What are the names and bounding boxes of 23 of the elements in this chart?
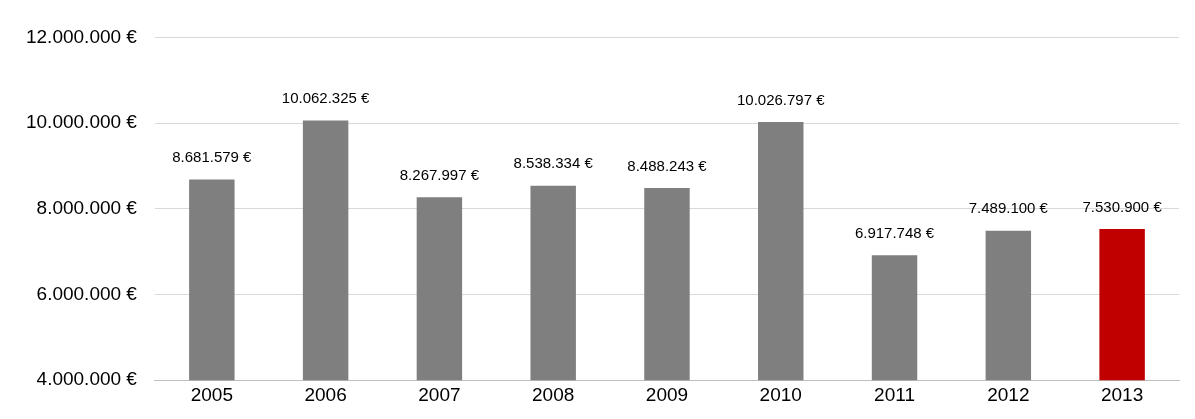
- data-label: 10.026.797 €: [736, 90, 826, 108]
- data-label: 7.489.100 €: [968, 199, 1049, 217]
- x-tick-label: 2010: [759, 383, 802, 405]
- y-tick-label: 6.000.000 €: [36, 282, 138, 304]
- x-tick-label: 2008: [532, 383, 575, 405]
- y-tick-label: 10.000.000 €: [25, 111, 138, 133]
- y-tick-label: 4.000.000 €: [36, 368, 138, 390]
- data-label: 8.681.579 €: [172, 148, 253, 166]
- data-label: 8.488.243 €: [627, 156, 708, 174]
- y-tick-label: 8.000.000 €: [36, 197, 138, 219]
- data-label: 7.530.900 €: [1082, 197, 1163, 215]
- x-tick-label: 2012: [987, 383, 1030, 405]
- data-label: 8.267.997 €: [399, 165, 480, 183]
- x-tick-label: 2006: [304, 383, 347, 405]
- x-tick-label: 2013: [1100, 383, 1144, 405]
- x-tick-label: 2009: [645, 383, 689, 405]
- x-tick-label: 2007: [418, 383, 461, 405]
- data-label: 10.062.325 €: [281, 89, 371, 107]
- x-tick-label: 2011: [874, 383, 915, 405]
- y-tick-label: 12.000.000 €: [25, 25, 138, 47]
- x-tick-label: 2005: [190, 383, 233, 405]
- data-label: 8.538.334 €: [513, 154, 594, 172]
- data-label: 6.917.748 €: [854, 223, 935, 241]
